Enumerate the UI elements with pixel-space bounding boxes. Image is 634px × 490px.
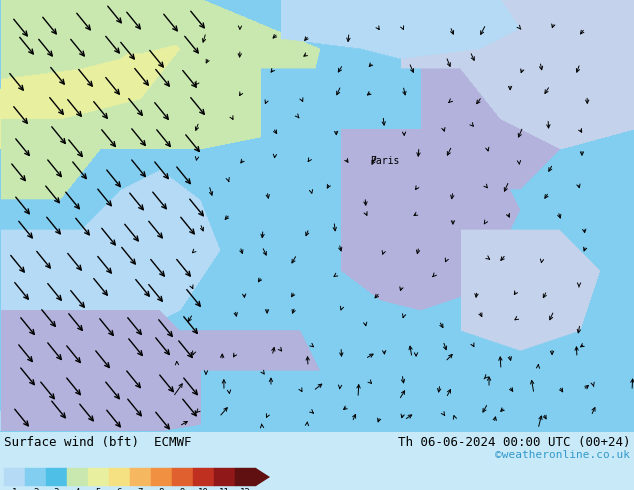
- Text: 2: 2: [33, 488, 38, 490]
- Bar: [67, 468, 88, 486]
- Bar: [214, 468, 235, 486]
- Text: Paris: Paris: [370, 156, 399, 166]
- Bar: [130, 468, 151, 486]
- Bar: [151, 468, 172, 486]
- Bar: [109, 468, 130, 486]
- Text: 8: 8: [158, 488, 164, 490]
- Text: 12: 12: [240, 488, 251, 490]
- Bar: [88, 468, 109, 486]
- Text: 9: 9: [180, 488, 185, 490]
- Bar: [25, 468, 46, 486]
- Text: 7: 7: [138, 488, 143, 490]
- Text: Surface wind (bft)  ECMWF: Surface wind (bft) ECMWF: [4, 436, 191, 449]
- Text: 6: 6: [117, 488, 122, 490]
- Text: 11: 11: [219, 488, 230, 490]
- Text: 4: 4: [75, 488, 80, 490]
- Text: 3: 3: [54, 488, 59, 490]
- Text: 1: 1: [12, 488, 17, 490]
- Polygon shape: [256, 468, 270, 486]
- Bar: [193, 468, 214, 486]
- Bar: [4, 468, 25, 486]
- Text: 5: 5: [96, 488, 101, 490]
- Text: ©weatheronline.co.uk: ©weatheronline.co.uk: [495, 450, 630, 460]
- Bar: [46, 468, 67, 486]
- Text: Th 06-06-2024 00:00 UTC (00+24): Th 06-06-2024 00:00 UTC (00+24): [398, 436, 630, 449]
- Text: 10: 10: [198, 488, 209, 490]
- Bar: [172, 468, 193, 486]
- Bar: [235, 468, 256, 486]
